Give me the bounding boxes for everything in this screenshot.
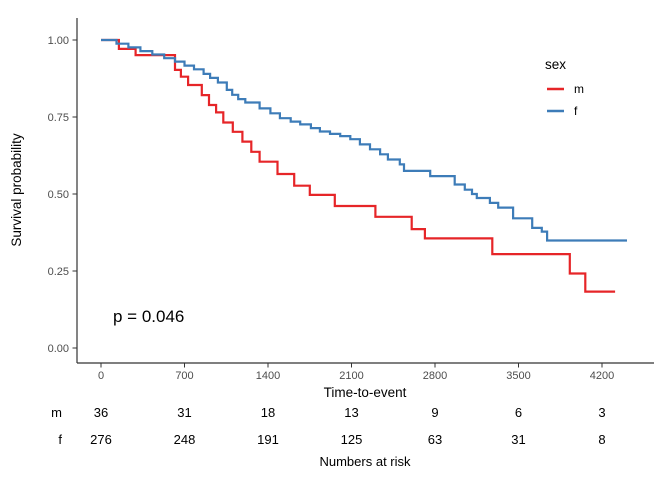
risk-table-caption: Numbers at risk bbox=[319, 454, 411, 469]
risk-count-f: 31 bbox=[511, 432, 525, 447]
risk-count-m: 6 bbox=[515, 405, 522, 420]
risk-count-f: 248 bbox=[174, 432, 196, 447]
risk-count-m: 31 bbox=[177, 405, 191, 420]
y-tick-label: 0.75 bbox=[48, 112, 69, 124]
risk-count-m: 9 bbox=[431, 405, 438, 420]
plot-axes bbox=[76, 18, 654, 364]
x-tick-label: 2800 bbox=[423, 370, 447, 382]
x-tick-label: 2100 bbox=[339, 370, 363, 382]
risk-count-f: 8 bbox=[598, 432, 605, 447]
risk-count-f: 276 bbox=[90, 432, 112, 447]
x-axis-ticks: 0 700 1400 2100 2800 3500 4200 bbox=[98, 363, 614, 382]
risk-count-f: 63 bbox=[428, 432, 442, 447]
survival-curve-m bbox=[101, 38, 616, 293]
legend-label-m: m bbox=[574, 82, 584, 96]
risk-row-label-f: f bbox=[58, 432, 62, 447]
p-value-annotation: p = 0.046 bbox=[113, 307, 184, 326]
legend-title: sex bbox=[545, 57, 566, 72]
y-tick-label: 0.50 bbox=[48, 189, 69, 201]
risk-count-m: 3 bbox=[598, 405, 605, 420]
x-axis-title: Time-to-event bbox=[324, 385, 407, 400]
legend: sex m f bbox=[545, 57, 584, 118]
x-tick-label: 4200 bbox=[590, 370, 614, 382]
x-tick-label: 0 bbox=[98, 370, 104, 382]
y-tick-label: 0.25 bbox=[48, 266, 69, 278]
y-axis-title: Survival probability bbox=[9, 133, 24, 247]
y-tick-label: 0.00 bbox=[48, 343, 69, 355]
risk-row-label-m: m bbox=[51, 405, 62, 420]
risk-count-f: 125 bbox=[341, 432, 363, 447]
survival-curves bbox=[101, 38, 627, 293]
x-tick-label: 3500 bbox=[506, 370, 530, 382]
x-tick-label: 1400 bbox=[256, 370, 280, 382]
y-axis-ticks: 0.00 0.25 0.50 0.75 1.00 bbox=[48, 35, 77, 355]
risk-count-m: 18 bbox=[261, 405, 275, 420]
y-tick-label: 1.00 bbox=[48, 35, 69, 47]
risk-count-m: 36 bbox=[94, 405, 108, 420]
survival-curve-f bbox=[101, 38, 627, 242]
legend-label-f: f bbox=[574, 104, 578, 118]
x-tick-label: 700 bbox=[175, 370, 193, 382]
risk-count-m: 13 bbox=[344, 405, 358, 420]
risk-count-f: 191 bbox=[257, 432, 279, 447]
